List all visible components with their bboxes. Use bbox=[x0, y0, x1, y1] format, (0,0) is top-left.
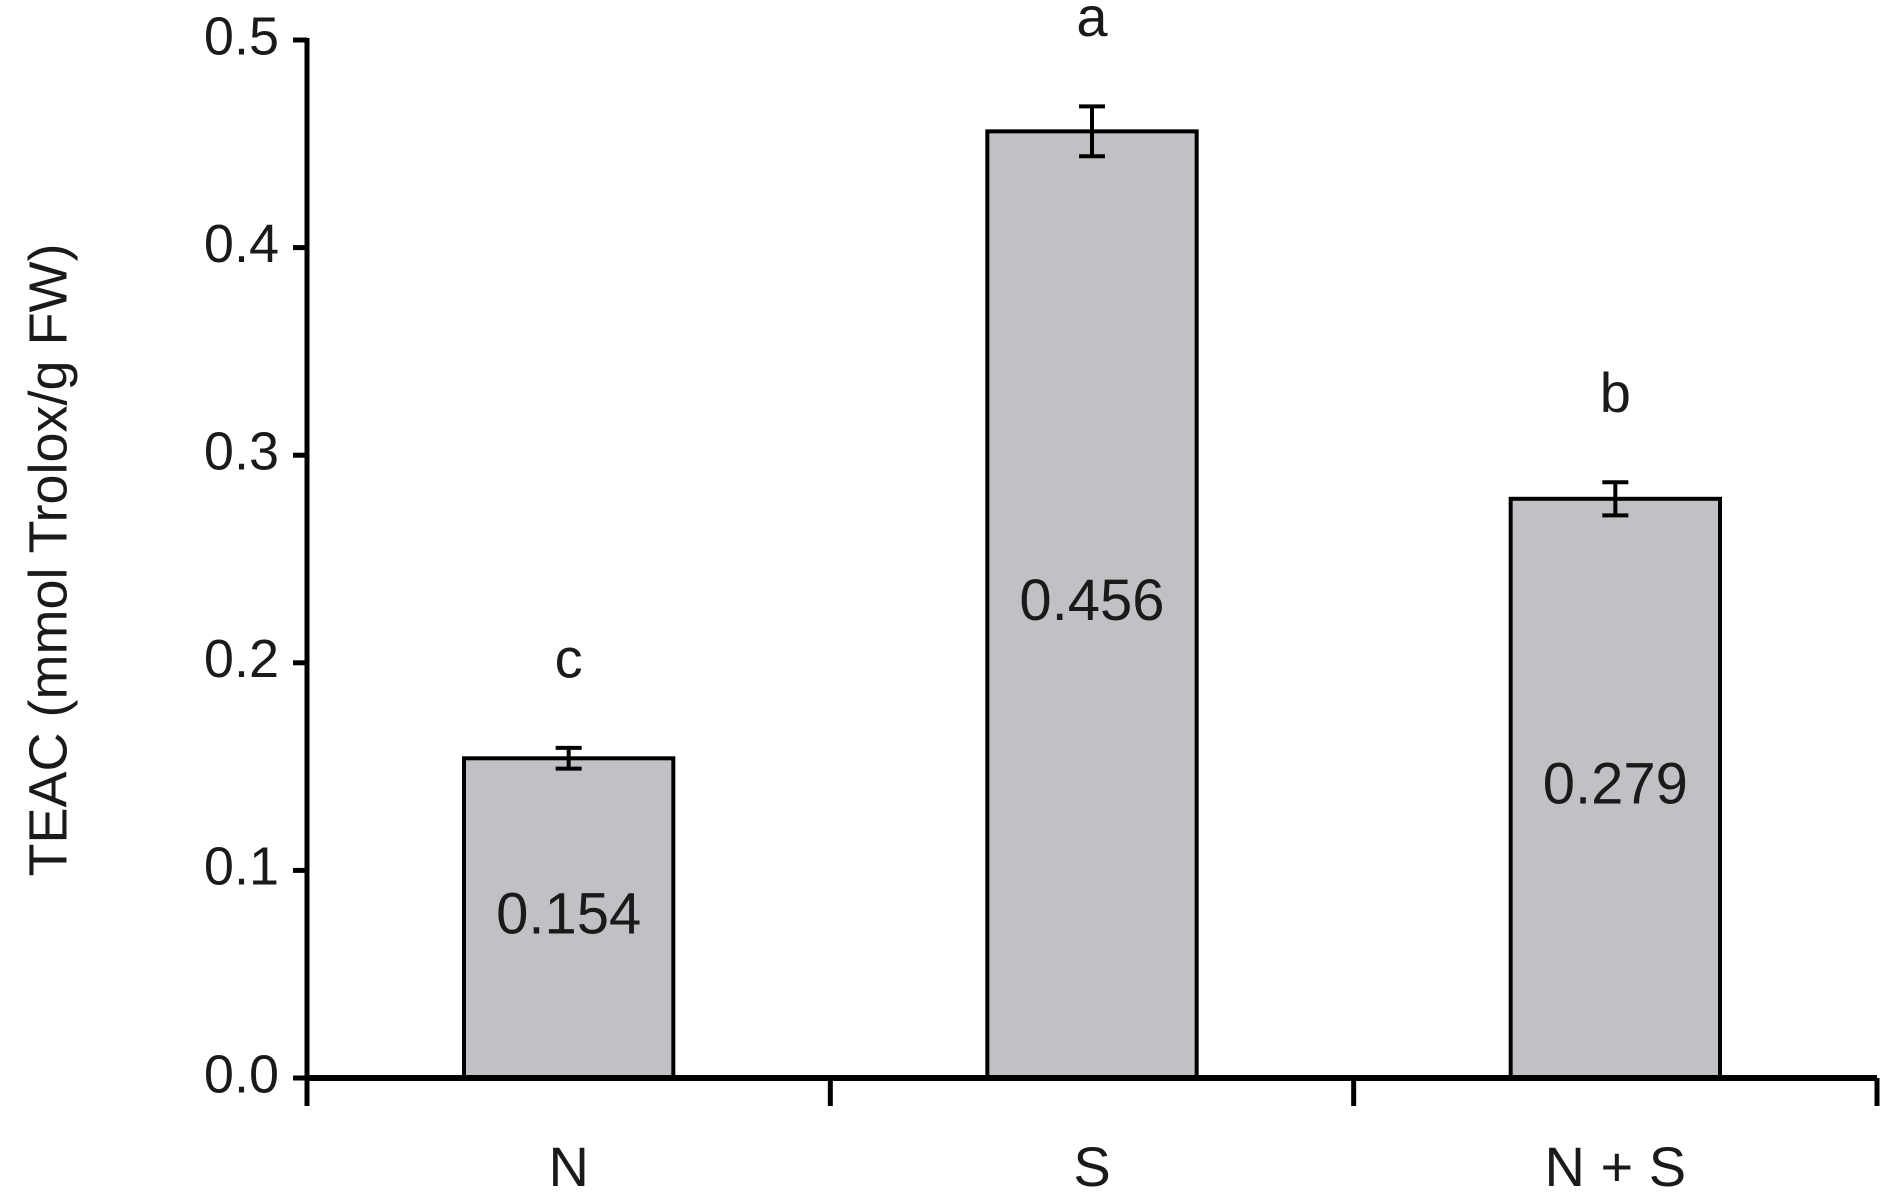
data-label: 0.456 bbox=[1019, 568, 1164, 633]
x-tick-label: N bbox=[548, 1135, 588, 1198]
y-tick-label: 0.0 bbox=[204, 1044, 279, 1104]
y-tick-label: 0.2 bbox=[204, 629, 279, 689]
data-label: 0.154 bbox=[496, 881, 641, 946]
x-tick-label: S bbox=[1073, 1135, 1110, 1198]
y-tick-label: 0.4 bbox=[204, 214, 279, 274]
error-bar bbox=[555, 745, 582, 771]
y-tick-label: 0.3 bbox=[204, 421, 279, 481]
significance-letter: b bbox=[1600, 361, 1631, 424]
significance-letter: c bbox=[555, 627, 583, 690]
y-tick-label: 0.5 bbox=[204, 6, 279, 66]
x-tick-label: N + S bbox=[1545, 1135, 1687, 1198]
data-label: 0.279 bbox=[1543, 752, 1688, 817]
significance-letter: a bbox=[1076, 0, 1108, 48]
error-bar bbox=[1602, 480, 1629, 518]
y-tick-label: 0.1 bbox=[204, 837, 279, 897]
y-axis-title: TEAC (mmol Trolox/g FW) bbox=[18, 243, 78, 876]
error-bar bbox=[1079, 104, 1105, 159]
